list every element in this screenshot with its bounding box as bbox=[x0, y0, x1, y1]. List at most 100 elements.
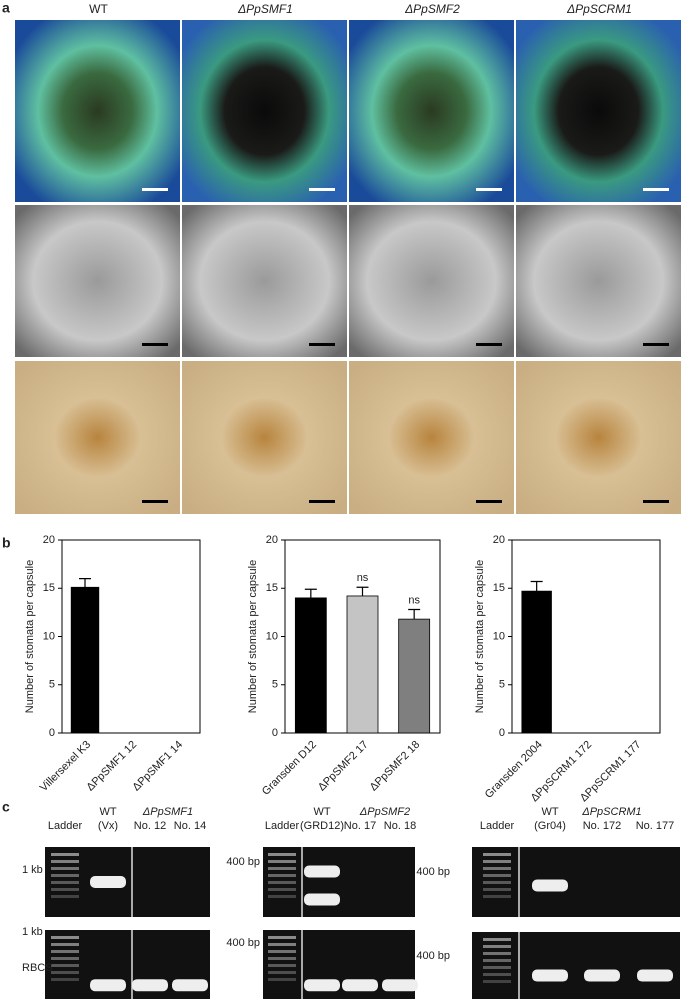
gel-band bbox=[90, 876, 126, 888]
x-tick-label: ΔPpSMF2 18 bbox=[368, 739, 423, 794]
ladder-band bbox=[268, 957, 296, 960]
ladder-band bbox=[483, 853, 511, 856]
gel-band bbox=[584, 969, 620, 982]
scale-bar bbox=[476, 343, 502, 346]
chart: Number of stomata per capsule05101520Gra… bbox=[247, 534, 441, 798]
ladder-band bbox=[51, 895, 79, 898]
lane-label: ΔPpSMF2 bbox=[359, 806, 410, 818]
column-header: ΔPpSMF1 bbox=[237, 2, 293, 16]
ladder-band bbox=[483, 867, 511, 870]
ladder-band bbox=[268, 950, 296, 953]
lane-label: Ladder bbox=[48, 820, 83, 832]
micrograph bbox=[182, 361, 347, 514]
scale-bar bbox=[476, 188, 502, 191]
scale-bar bbox=[142, 343, 168, 346]
y-tick-label: 0 bbox=[49, 727, 55, 739]
ladder-band bbox=[51, 936, 79, 939]
ladder-band bbox=[483, 945, 511, 948]
bar-charts: Number of stomata per capsule05101520Vil… bbox=[24, 534, 661, 804]
ladder-band bbox=[483, 973, 511, 976]
ladder-band bbox=[268, 936, 296, 939]
y-tick-label: 10 bbox=[43, 630, 55, 642]
lane-label: No. 14 bbox=[174, 820, 206, 832]
chart: Number of stomata per capsule05101520Gra… bbox=[474, 534, 661, 804]
ladder-band bbox=[268, 888, 296, 891]
significance-label: ns bbox=[357, 572, 369, 584]
micrograph bbox=[516, 20, 681, 202]
ladder-band bbox=[268, 971, 296, 974]
ladder-band bbox=[483, 860, 511, 863]
error-bar bbox=[79, 578, 91, 588]
lane-label: No. 17 bbox=[344, 820, 376, 832]
y-axis-label: Number of stomata per capsule bbox=[247, 560, 259, 713]
gel-band bbox=[342, 979, 378, 992]
micrograph bbox=[516, 205, 681, 357]
y-tick-label: 15 bbox=[43, 582, 55, 594]
gel-band bbox=[304, 865, 340, 878]
bar bbox=[294, 597, 327, 734]
scale-bar bbox=[309, 343, 335, 346]
ladder-band bbox=[268, 895, 296, 898]
gel-band bbox=[90, 979, 126, 992]
lane-label: ΔPpSCRM1 bbox=[581, 806, 641, 818]
ladder-band bbox=[483, 874, 511, 877]
ladder-band bbox=[483, 966, 511, 969]
ladder-band bbox=[51, 881, 79, 884]
y-tick-label: 15 bbox=[493, 582, 505, 594]
error-bar bbox=[356, 586, 369, 596]
gel-band bbox=[132, 979, 168, 992]
gel-band bbox=[304, 893, 340, 906]
chart: Number of stomata per capsule05101520Vil… bbox=[24, 534, 201, 794]
size-label: RBCS bbox=[22, 962, 53, 974]
ladder-band bbox=[483, 959, 511, 962]
micrograph bbox=[516, 361, 681, 514]
y-tick-label: 5 bbox=[49, 679, 55, 691]
gels: Ladder WT (Vx) ΔPpSMF1 No. 12 No. 14 1 kb 1 kb R… bbox=[22, 806, 680, 999]
ladder-band bbox=[51, 874, 79, 877]
lane-label: ΔPpSMF1 bbox=[142, 806, 193, 818]
ladder-band bbox=[268, 874, 296, 877]
y-tick-label: 20 bbox=[43, 534, 55, 546]
ladder-band bbox=[483, 881, 511, 884]
micrograph bbox=[15, 361, 180, 514]
y-axis-label: Number of stomata per capsule bbox=[474, 560, 486, 713]
size-label: 1 kb bbox=[22, 864, 43, 876]
lane-label: (Vx) bbox=[98, 820, 118, 832]
gel-image bbox=[45, 847, 210, 917]
error-bar bbox=[408, 608, 421, 620]
ladder-band bbox=[51, 888, 79, 891]
ladder-band bbox=[268, 860, 296, 863]
lane-label: WT bbox=[99, 806, 116, 818]
lane-label: No. 18 bbox=[384, 820, 416, 832]
lane-label: WT bbox=[541, 806, 558, 818]
column-header: ΔPpSMF2 bbox=[404, 2, 460, 16]
scale-bar bbox=[142, 188, 168, 191]
y-axis-label: Number of stomata per capsule bbox=[24, 560, 36, 713]
micrograph bbox=[182, 20, 347, 202]
ladder-band bbox=[51, 957, 79, 960]
scale-bar bbox=[643, 500, 669, 503]
ladder-band bbox=[51, 867, 79, 870]
y-tick-label: 20 bbox=[266, 534, 278, 546]
ladder-band bbox=[483, 952, 511, 955]
ladder-band bbox=[51, 978, 79, 981]
bar bbox=[346, 595, 379, 734]
ladder-band bbox=[483, 888, 511, 891]
gel-image bbox=[472, 847, 680, 917]
gel-band bbox=[532, 969, 568, 982]
x-tick-label: ΔPpSMF2 17 bbox=[316, 739, 371, 794]
column-header: ΔPpSCRM1 bbox=[566, 2, 632, 16]
micrograph bbox=[349, 361, 514, 514]
ladder-band bbox=[268, 867, 296, 870]
error-bar bbox=[304, 588, 317, 598]
gel-band bbox=[172, 979, 208, 992]
micrograph bbox=[15, 20, 180, 202]
bar bbox=[70, 586, 100, 734]
micrograph bbox=[182, 205, 347, 357]
scale-bar bbox=[142, 500, 168, 503]
gel-band bbox=[532, 879, 568, 892]
scale-bar bbox=[643, 188, 669, 191]
y-tick-label: 10 bbox=[266, 630, 278, 642]
size-label: 1 kb bbox=[22, 926, 43, 938]
